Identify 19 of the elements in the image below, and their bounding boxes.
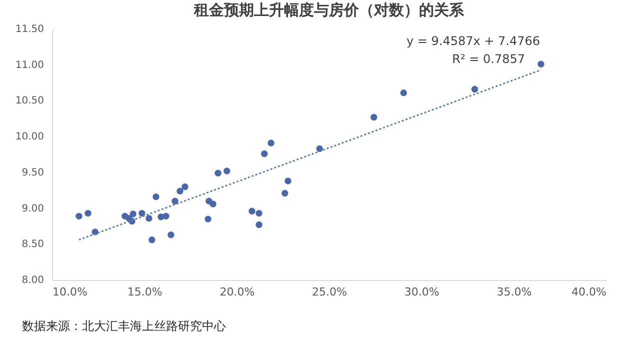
- y-tick-label: 11.50: [15, 24, 44, 35]
- x-tick-label: 15.0%: [127, 286, 162, 298]
- y-tick-label: 8.00: [22, 275, 44, 286]
- y-tick-label: 11.00: [15, 60, 44, 71]
- x-tick-label: 20.0%: [220, 286, 255, 298]
- y-tick-label: 10.00: [15, 132, 44, 143]
- annotation: y = 9.4587x + 7.4766: [406, 34, 540, 48]
- y-tick-label: 9.00: [22, 203, 44, 214]
- x-tick-label: 35.0%: [496, 286, 532, 298]
- source-note: 数据来源：北大汇丰海上丝路研究中心: [22, 318, 226, 335]
- annotation: R² = 0.7857: [452, 52, 525, 66]
- x-tick-label: 40.0%: [572, 286, 606, 298]
- x-tick-label: 10.0%: [52, 286, 88, 298]
- x-tick-label: 25.0%: [312, 286, 347, 298]
- y-tick-label: 10.50: [15, 96, 44, 107]
- chart-title: 租金预期上升幅度与房价（对数）的关系: [193, 1, 465, 19]
- x-tick-label: 30.0%: [404, 286, 440, 298]
- y-tick-label: 8.50: [22, 239, 44, 250]
- y-tick-label: 9.50: [22, 167, 44, 178]
